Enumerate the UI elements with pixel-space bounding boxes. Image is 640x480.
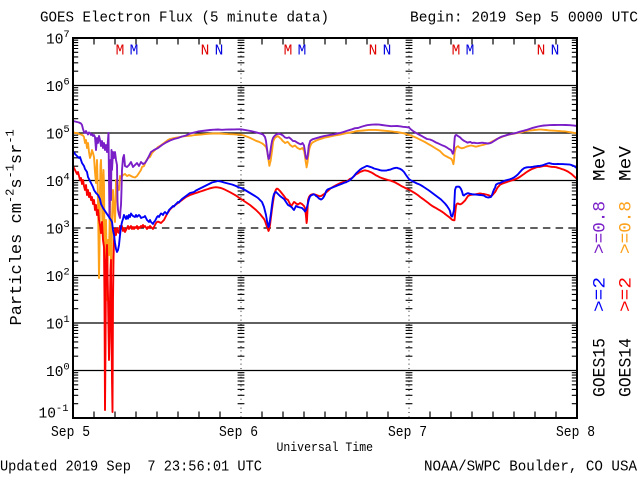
svg-text:Sep 5: Sep 5 — [51, 425, 90, 441]
svg-text:M: M — [130, 44, 139, 60]
svg-text:Sep 7: Sep 7 — [388, 425, 427, 441]
svg-text:N: N — [201, 44, 210, 60]
svg-text:MeV: MeV — [617, 145, 637, 181]
svg-text:>=2: >=2 — [617, 277, 637, 312]
svg-text:Sep 6: Sep 6 — [219, 425, 258, 441]
svg-text:MeV: MeV — [591, 145, 611, 181]
svg-text:GOES15: GOES15 — [591, 338, 611, 397]
svg-text:NOAA/SWPC Boulder, CO USA: NOAA/SWPC Boulder, CO USA — [424, 460, 637, 476]
svg-text:>=0.8: >=0.8 — [617, 201, 637, 254]
svg-text:>=0.8: >=0.8 — [591, 201, 611, 254]
svg-text:M: M — [452, 44, 461, 60]
svg-text:M: M — [116, 44, 125, 60]
svg-text:Universal Time: Universal Time — [277, 440, 374, 455]
svg-text:Particles cm-2s-1sr-1: Particles cm-2s-1sr-1 — [4, 129, 28, 325]
svg-text:M: M — [298, 44, 307, 60]
svg-text:Begin: 2019 Sep 5 0000 UTC: Begin: 2019 Sep 5 0000 UTC — [410, 11, 638, 27]
svg-text:Sep 8: Sep 8 — [556, 425, 595, 441]
svg-text:>=2: >=2 — [591, 277, 611, 312]
svg-text:Updated 2019 Sep 7 23:56:01 U: Updated 2019 Sep 7 23:56:01 UTC — [0, 460, 262, 476]
svg-text:N: N — [551, 44, 560, 60]
svg-text:N: N — [383, 44, 392, 60]
svg-text:GOES14: GOES14 — [617, 338, 637, 397]
svg-text:N: N — [537, 44, 546, 60]
svg-text:N: N — [369, 44, 378, 60]
svg-text:GOES Electron Flux (5 minute d: GOES Electron Flux (5 minute data) — [40, 11, 329, 27]
svg-text:N: N — [215, 44, 224, 60]
svg-text:M: M — [466, 44, 475, 60]
svg-text:M: M — [284, 44, 293, 60]
